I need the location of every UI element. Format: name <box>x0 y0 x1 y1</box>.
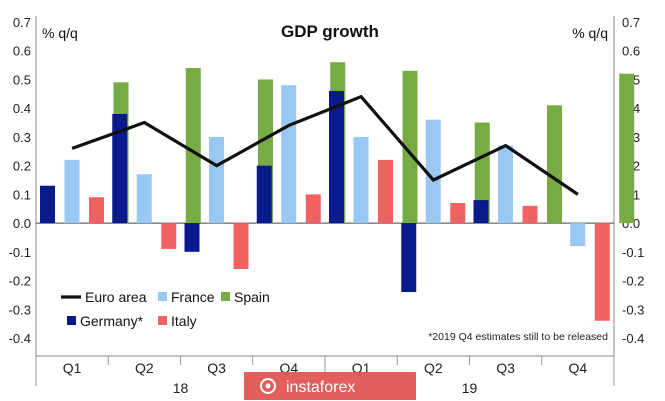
bar-germany-6 <box>401 223 417 293</box>
y-tick-label-right: -0.4 <box>622 331 644 346</box>
y-tick-label-left: -0.2 <box>9 274 31 289</box>
line-series <box>71 94 579 196</box>
legend-label: Euro area <box>85 289 147 305</box>
y-tick-label-left: 0.3 <box>13 130 31 145</box>
bar-germany-5 <box>329 90 344 224</box>
y-tick-label-left: 0.4 <box>13 101 31 116</box>
x-category-label: Q2 <box>424 360 443 376</box>
bar-france-6 <box>425 119 441 224</box>
bar-spain-6 <box>474 122 490 224</box>
y-tick-label-left: -0.3 <box>9 302 31 317</box>
legend-swatch <box>158 292 167 301</box>
legend-swatch <box>221 292 230 301</box>
bar-germany-1 <box>40 185 55 224</box>
x-category-label: Q2 <box>135 360 154 376</box>
legend-label: Germany* <box>80 313 144 329</box>
y-tick-label-left: -0.4 <box>9 331 31 346</box>
bar-italy-6 <box>450 202 466 224</box>
x-year-label: 18 <box>173 380 189 396</box>
x-category-label: Q3 <box>207 360 226 376</box>
legend: Euro area France Spain Germany* Italy <box>61 289 270 329</box>
y-tick-label-left: 0.5 <box>13 72 31 87</box>
y-unit-left: % q/q <box>42 25 78 41</box>
y-tick-label-left: 0.6 <box>13 44 31 59</box>
watermark-background <box>244 372 416 400</box>
bar-spain-2 <box>185 67 201 224</box>
y-tick-label-right: -0.1 <box>622 245 644 260</box>
y-tick-label-left: -0.1 <box>9 245 31 260</box>
bar-italy-3 <box>233 223 249 270</box>
watermark-text: instaforex <box>286 379 355 396</box>
y-tick-label-left: 0.2 <box>13 159 31 174</box>
bar-germany-2 <box>112 113 128 224</box>
y-tick-label-right: -0.3 <box>622 302 644 317</box>
x-category-label: Q3 <box>496 360 515 376</box>
legend-swatch <box>67 316 76 325</box>
y-tick-label-left: 0.1 <box>13 187 31 202</box>
legend-label: Spain <box>234 289 270 305</box>
legend-label: France <box>171 289 215 305</box>
bar-spain-5 <box>402 70 418 224</box>
bar-france-5 <box>353 136 369 224</box>
y-tick-label-right: -0.2 <box>622 274 644 289</box>
y-tick-label-right: 0.7 <box>622 15 640 30</box>
bar-germany-3 <box>184 223 200 252</box>
x-year-label: 19 <box>462 380 478 396</box>
chart-title: GDP growth <box>281 22 379 41</box>
bar-germany-4 <box>256 165 272 224</box>
bar-spain-7 <box>547 105 562 224</box>
y-tick-label-left: 0.0 <box>13 216 31 231</box>
bar-germany-7 <box>473 200 489 224</box>
bar-spain-8 <box>619 73 635 224</box>
legend-swatch <box>158 316 167 325</box>
watermark-ring-icon <box>260 378 276 394</box>
bar-france-7 <box>498 145 513 224</box>
bar-italy-7 <box>522 205 538 224</box>
y-ticks-left: 0.7 0.6 0.5 0.4 0.3 0.2 0.1 0.0 -0.1 -0.2 -0.3 -0.4 <box>9 15 31 346</box>
bar-france-3 <box>209 136 224 224</box>
bar-france-2 <box>136 174 152 224</box>
y-unit-right: % q/q <box>572 25 608 41</box>
footnote: *2019 Q4 estimates still to be released <box>428 331 608 343</box>
watermark-dot-icon <box>265 383 271 389</box>
y-tick-label-left: 0.7 <box>13 15 31 30</box>
watermark-logo-icon <box>260 378 276 394</box>
x-category-label: Q4 <box>569 360 588 376</box>
x-category-label: Q1 <box>63 360 82 376</box>
y-tick-label-right: 0.6 <box>622 44 640 59</box>
bar-france-8 <box>570 223 586 247</box>
bar-france-1 <box>64 159 80 224</box>
bar-italy-4 <box>305 194 321 224</box>
watermark: instaforex <box>244 372 416 400</box>
bar-france-4 <box>281 85 297 224</box>
bar-italy-1 <box>89 197 104 224</box>
bar-italy-5 <box>378 159 393 224</box>
bar-series <box>40 62 635 321</box>
bar-italy-8 <box>594 223 610 321</box>
bar-italy-2 <box>161 223 177 249</box>
legend-label: Italy <box>171 313 197 329</box>
euro-area-line <box>71 94 579 196</box>
